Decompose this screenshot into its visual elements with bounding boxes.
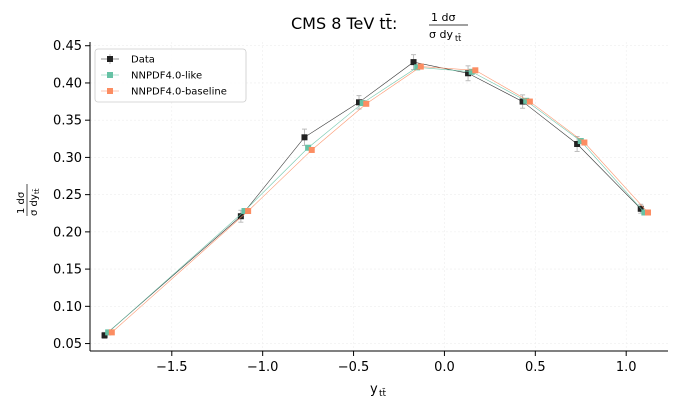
legend-label-2: NNPDF4.0-baseline (131, 87, 227, 98)
y-axis-label-num: 1 dσ (16, 191, 27, 214)
point-2-1 (245, 208, 252, 215)
point-1-8 (641, 209, 648, 216)
point-1-2 (305, 144, 312, 151)
series-layer (101, 54, 652, 339)
point-0-5 (465, 70, 472, 77)
x-tick-label-2: −0.5 (338, 360, 370, 375)
y-tick-label-0: 0.05 (53, 337, 82, 352)
x-tick-label-4: 0.5 (525, 360, 546, 375)
point-1-5 (468, 68, 475, 75)
y-tick-label-8: 0.45 (53, 39, 82, 54)
y-tick-label-3: 0.20 (53, 225, 82, 240)
series-line-2 (111, 66, 649, 333)
point-1-3 (359, 100, 366, 107)
point-2-2 (308, 146, 315, 153)
point-2-8 (645, 209, 652, 216)
y-axis-label: 1 dσ σ dy tt̄ (16, 184, 41, 216)
legend-label-1: NNPDF4.0-like (131, 71, 202, 82)
point-0-0 (101, 332, 108, 339)
point-2-3 (363, 100, 370, 107)
point-0-3 (356, 99, 363, 106)
point-1-7 (577, 138, 584, 145)
x-axis-label-sub: tt̄ (379, 387, 387, 399)
point-2-5 (472, 67, 479, 74)
chart-title-frac-num: 1 dσ (431, 11, 455, 24)
point-2-6 (526, 98, 533, 105)
x-tick-label-1: −1.0 (247, 360, 279, 375)
point-1-6 (523, 97, 530, 104)
legend-marker-2 (107, 88, 113, 94)
ticks: −1.5 −1.0 −0.5 0.0 0.5 1.0 0.05 0.10 0.15 0.20 0.2… (53, 39, 636, 375)
point-1-0 (105, 329, 112, 336)
legend-label-0: Data (131, 55, 155, 66)
point-0-6 (519, 98, 526, 105)
point-0-1 (237, 213, 244, 220)
x-tick-label-5: 1.0 (616, 360, 637, 375)
chart-title-main: CMS 8 TeV tt̄: (291, 14, 397, 33)
axes (89, 42, 668, 352)
legend-marker-1 (107, 72, 113, 78)
point-2-4 (417, 63, 424, 70)
x-axis-label: y tt̄ (370, 382, 387, 399)
chart-title: CMS 8 TeV tt̄: 1 dσ σ dy tt̄ (291, 11, 468, 43)
point-0-2 (301, 134, 308, 141)
point-0-4 (410, 59, 417, 66)
legend-box (94, 48, 247, 103)
x-tick-label-0: −1.5 (156, 360, 188, 375)
y-tick-label-1: 0.10 (53, 300, 82, 315)
legend-marker-0 (107, 56, 113, 62)
y-axis-label-den-sub: tt̄ (32, 188, 41, 194)
y-tick-label-7: 0.40 (53, 76, 82, 91)
legend: Data NNPDF4.0-like NNPDF4.0-baseline (94, 48, 247, 103)
x-tick-label-3: 0.0 (434, 360, 455, 375)
chart-title-frac-den: σ dy (429, 28, 453, 41)
y-tick-label-2: 0.15 (53, 263, 82, 278)
point-2-7 (581, 139, 588, 146)
point-2-0 (108, 329, 115, 336)
y-tick-label-6: 0.35 (53, 114, 82, 129)
x-axis-label-main: y (370, 382, 378, 397)
chart-title-frac-den-sub: tt̄ (455, 33, 461, 43)
y-axis-label-den: σ dy (29, 194, 40, 216)
series-line-1 (107, 67, 645, 333)
y-tick-label-5: 0.30 (53, 151, 82, 166)
series-line-0 (104, 61, 641, 336)
point-0-7 (574, 141, 581, 148)
point-1-1 (241, 208, 248, 215)
point-1-4 (414, 64, 421, 71)
y-tick-label-4: 0.25 (53, 188, 82, 203)
